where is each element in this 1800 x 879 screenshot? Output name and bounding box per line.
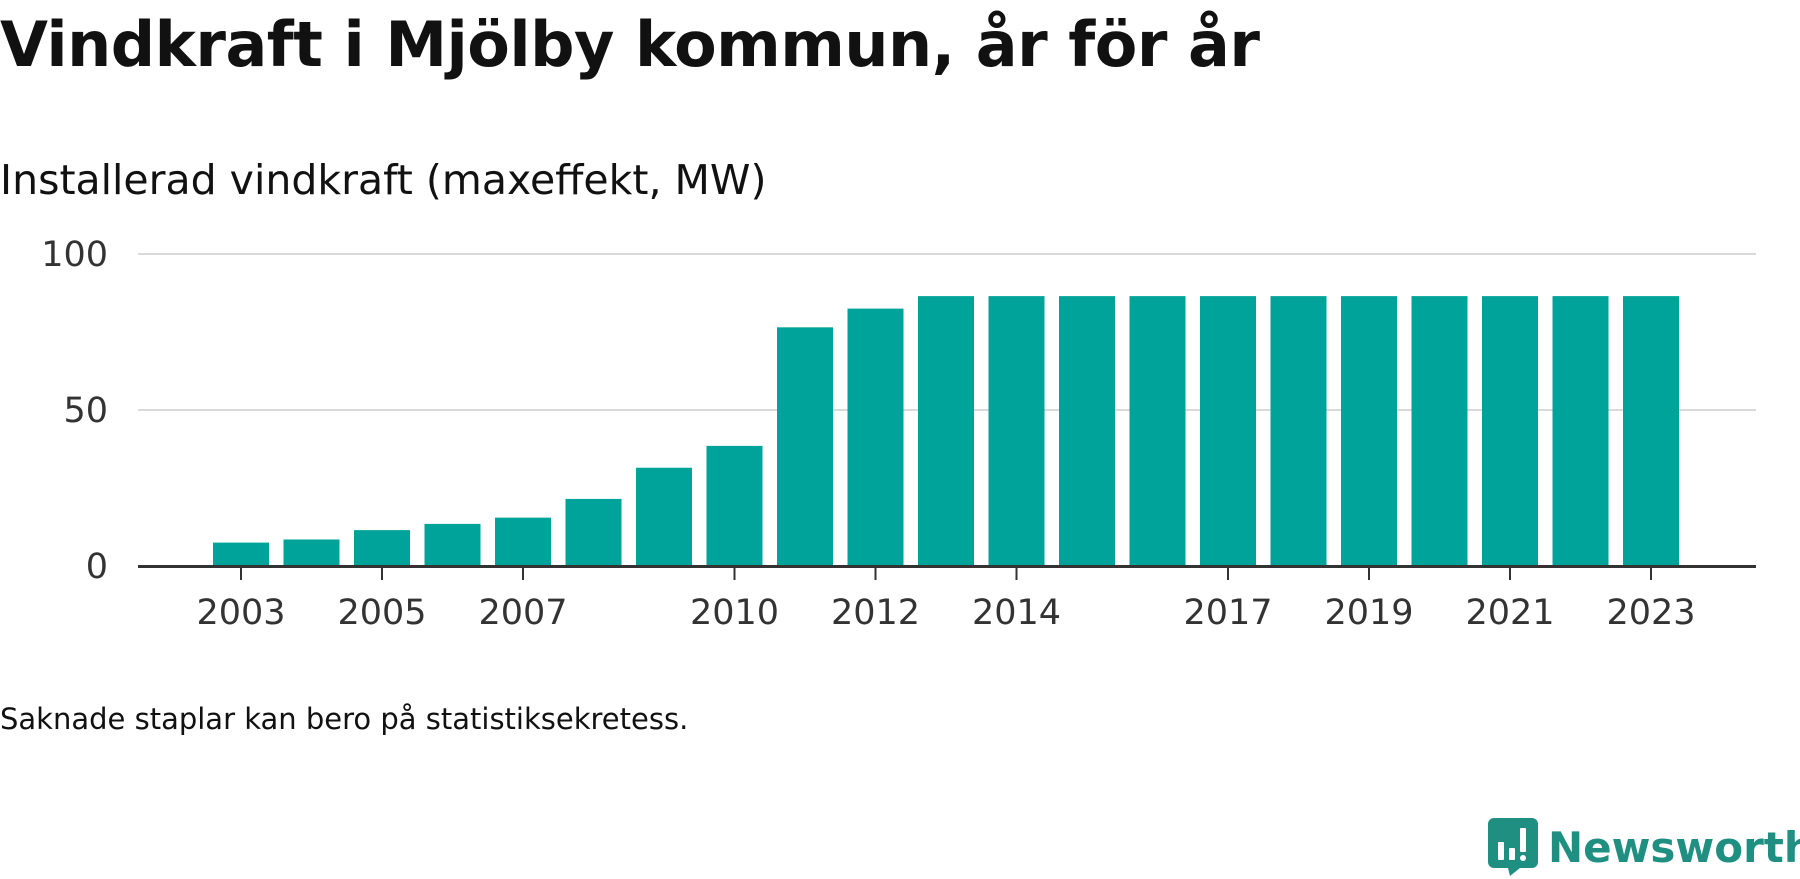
bar-2021	[1482, 296, 1538, 566]
y-tick-label: 100	[41, 235, 108, 275]
y-tick-label: 0	[86, 547, 108, 587]
bar-2006	[424, 523, 481, 566]
x-tick-label: 2021	[1465, 593, 1554, 633]
bar-2004	[283, 539, 340, 566]
bar-2020	[1411, 296, 1468, 566]
bar-2013	[918, 296, 974, 566]
x-tick-label: 2010	[690, 593, 779, 633]
newsworthy-logo-icon	[1488, 818, 1538, 876]
bar-2010	[706, 445, 763, 566]
x-tick-label: 2007	[478, 593, 567, 633]
x-tick-label: 2017	[1183, 593, 1272, 633]
brand-logo: Newsworthy	[1488, 818, 1800, 876]
bar-2014	[988, 296, 1045, 566]
tick-labels: 0 50 100 2003 2005 2007 2010 2012 2014 2017 2019 20…	[41, 235, 1695, 633]
bar-2009	[636, 467, 692, 566]
axes	[138, 565, 1756, 580]
bar-2019	[1341, 296, 1397, 566]
bar-2012	[847, 308, 904, 566]
footnote: Saknade staplar kan bero på statistiksek…	[0, 702, 689, 736]
bars	[213, 296, 1679, 566]
x-tick-label: 2019	[1324, 593, 1413, 633]
x-tick-label: 2014	[972, 593, 1061, 633]
bar-2017	[1200, 296, 1256, 566]
chart-title: Vindkraft i Mjölby kommun, år för år	[0, 8, 1260, 81]
bar-2018	[1270, 296, 1327, 566]
chart-subtitle: Installerad vindkraft (maxeffekt, MW)	[0, 156, 767, 204]
bar-2003	[213, 542, 269, 566]
bar-2022	[1552, 296, 1609, 566]
brand-name: Newsworthy	[1548, 822, 1800, 872]
y-tick-label: 50	[63, 391, 108, 431]
bar-2016	[1129, 296, 1186, 566]
bar-2005	[354, 530, 410, 566]
bar-2023	[1623, 296, 1679, 566]
x-tick-label: 2005	[337, 593, 426, 633]
x-tick-label: 2012	[831, 593, 920, 633]
bar-2008	[565, 498, 622, 566]
bar-2011	[777, 327, 833, 566]
bar-2015	[1059, 296, 1115, 566]
x-tick-label: 2023	[1606, 593, 1695, 633]
bar-2007	[495, 517, 551, 566]
x-tick-label: 2003	[196, 593, 285, 633]
